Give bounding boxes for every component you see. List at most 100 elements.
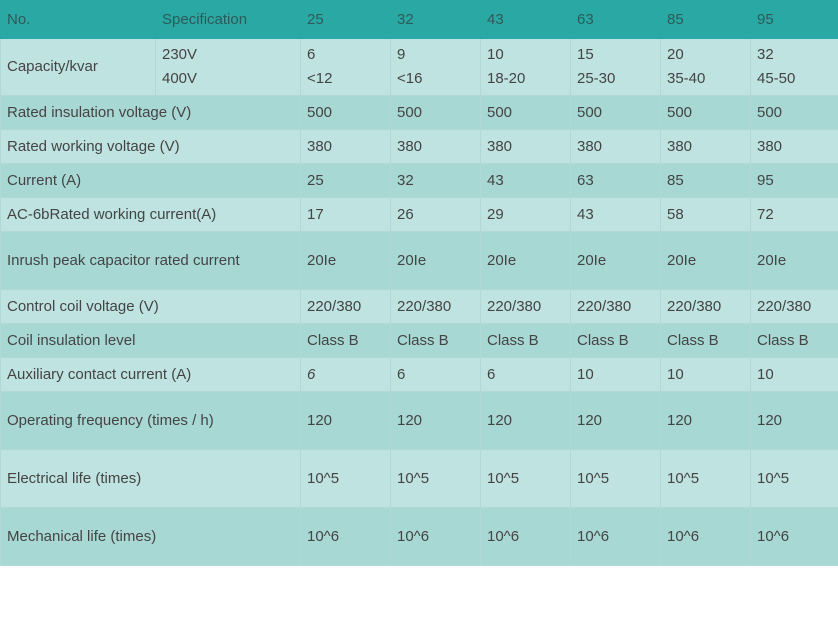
cell-inrush_peak-val-2: 20Ie (481, 232, 571, 290)
cell-capacity-val-5-line-1: 45-50 (757, 67, 834, 91)
cell-operating_frequency-val-5: 120 (751, 392, 838, 450)
cell-capacity-spec: 230V400V (156, 39, 301, 96)
cell-capacity-spec-line-1: 400V (162, 67, 294, 91)
cell-electrical_life-val-0: 10^5 (301, 450, 391, 508)
cell-electrical_life-val-1: 10^5 (391, 450, 481, 508)
cell-auxiliary_contact_current-val-0: 6 (301, 358, 391, 392)
row-auxiliary_contact_current: Auxiliary contact current (A)666101010 (1, 358, 838, 392)
cell-auxiliary_contact_current-val-3: 10 (571, 358, 661, 392)
cell-control_coil_voltage-val-4: 220/380 (661, 290, 751, 324)
cell-ac6b_rated_working_current-val-5: 72 (751, 198, 838, 232)
cell-capacity-val-5: 3245-50 (751, 39, 838, 96)
cell-operating_frequency-val-0: 120 (301, 392, 391, 450)
cell-operating_frequency-val-1: 120 (391, 392, 481, 450)
cell-control_coil_voltage-val-1: 220/380 (391, 290, 481, 324)
cell-electrical_life-val-2: 10^5 (481, 450, 571, 508)
cell-ac6b_rated_working_current-val-2: 29 (481, 198, 571, 232)
row-rated_working_voltage: Rated working voltage (V)380380380380380… (1, 130, 838, 164)
cell-rated_working_voltage-val-2: 380 (481, 130, 571, 164)
cell-capacity-spec-line-0: 230V (162, 43, 294, 67)
cell-control_coil_voltage-val-2: 220/380 (481, 290, 571, 324)
cell-capacity-val-4: 2035-40 (661, 39, 751, 96)
cell-electrical_life-label: Electrical life (times) (1, 450, 301, 508)
cell-auxiliary_contact_current-val-1: 6 (391, 358, 481, 392)
cell-rated_insulation_voltage-val-4: 500 (661, 96, 751, 130)
header-spec: Specification (156, 1, 301, 39)
cell-control_coil_voltage-val-0: 220/380 (301, 290, 391, 324)
cell-ac6b_rated_working_current-val-3: 43 (571, 198, 661, 232)
table-body: Capacity/kvar230V400V6<129<161018-201525… (1, 39, 838, 566)
cell-coil_insulation_level-val-5: Class B (751, 324, 838, 358)
cell-coil_insulation_level-label: Coil insulation level (1, 324, 301, 358)
cell-auxiliary_contact_current-label: Auxiliary contact current (A) (1, 358, 301, 392)
cell-capacity-val-0-line-1: <12 (307, 67, 384, 91)
header-row: No.Specification253243638595 (1, 1, 838, 39)
cell-control_coil_voltage-label: Control coil voltage (V) (1, 290, 301, 324)
cell-capacity-val-0: 6<12 (301, 39, 391, 96)
cell-capacity-val-3: 1525-30 (571, 39, 661, 96)
cell-capacity-val-2-line-0: 10 (487, 43, 564, 67)
cell-capacity-val-4-line-1: 35-40 (667, 67, 744, 91)
cell-current-val-0: 25 (301, 164, 391, 198)
cell-current-label: Current (A) (1, 164, 301, 198)
cell-coil_insulation_level-val-1: Class B (391, 324, 481, 358)
cell-auxiliary_contact_current-val-4: 10 (661, 358, 751, 392)
cell-mechanical_life-label: Mechanical life (times) (1, 508, 301, 566)
header-val-4: 85 (661, 1, 751, 39)
cell-rated_working_voltage-val-5: 380 (751, 130, 838, 164)
cell-capacity-val-4-line-0: 20 (667, 43, 744, 67)
cell-current-val-2: 43 (481, 164, 571, 198)
header-val-2: 43 (481, 1, 571, 39)
row-inrush_peak: Inrush peak capacitor rated current20Ie2… (1, 232, 838, 290)
cell-mechanical_life-val-4: 10^6 (661, 508, 751, 566)
cell-electrical_life-val-5: 10^5 (751, 450, 838, 508)
cell-electrical_life-val-3: 10^5 (571, 450, 661, 508)
cell-mechanical_life-val-5: 10^6 (751, 508, 838, 566)
row-rated_insulation_voltage: Rated insulation voltage (V)500500500500… (1, 96, 838, 130)
cell-capacity-val-3-line-0: 15 (577, 43, 654, 67)
cell-inrush_peak-val-0: 20Ie (301, 232, 391, 290)
cell-capacity-val-5-line-0: 32 (757, 43, 834, 67)
spec-table: No.Specification253243638595 Capacity/kv… (0, 0, 838, 566)
cell-rated_working_voltage-val-3: 380 (571, 130, 661, 164)
cell-rated_insulation_voltage-val-0: 500 (301, 96, 391, 130)
cell-operating_frequency-val-3: 120 (571, 392, 661, 450)
cell-capacity-val-1-line-0: 9 (397, 43, 474, 67)
cell-coil_insulation_level-val-2: Class B (481, 324, 571, 358)
cell-control_coil_voltage-val-5: 220/380 (751, 290, 838, 324)
cell-rated_insulation_voltage-val-5: 500 (751, 96, 838, 130)
header-val-1: 32 (391, 1, 481, 39)
row-capacity: Capacity/kvar230V400V6<129<161018-201525… (1, 39, 838, 96)
cell-capacity-val-2-line-1: 18-20 (487, 67, 564, 91)
cell-current-val-5: 95 (751, 164, 838, 198)
header-val-0: 25 (301, 1, 391, 39)
cell-inrush_peak-val-3: 20Ie (571, 232, 661, 290)
cell-inrush_peak-label: Inrush peak capacitor rated current (1, 232, 301, 290)
cell-mechanical_life-val-1: 10^6 (391, 508, 481, 566)
cell-current-val-4: 85 (661, 164, 751, 198)
cell-operating_frequency-val-4: 120 (661, 392, 751, 450)
cell-coil_insulation_level-val-3: Class B (571, 324, 661, 358)
cell-rated_working_voltage-label: Rated working voltage (V) (1, 130, 301, 164)
cell-ac6b_rated_working_current-val-4: 58 (661, 198, 751, 232)
cell-rated_insulation_voltage-label: Rated insulation voltage (V) (1, 96, 301, 130)
cell-auxiliary_contact_current-val-2: 6 (481, 358, 571, 392)
cell-ac6b_rated_working_current-val-1: 26 (391, 198, 481, 232)
row-coil_insulation_level: Coil insulation levelClass BClass BClass… (1, 324, 838, 358)
cell-rated_insulation_voltage-val-3: 500 (571, 96, 661, 130)
cell-rated_insulation_voltage-val-2: 500 (481, 96, 571, 130)
cell-capacity-val-1-line-1: <16 (397, 67, 474, 91)
header-no: No. (1, 1, 156, 39)
cell-capacity-val-3-line-1: 25-30 (577, 67, 654, 91)
row-control_coil_voltage: Control coil voltage (V)220/380220/38022… (1, 290, 838, 324)
cell-operating_frequency-label: Operating frequency (times / h) (1, 392, 301, 450)
cell-capacity-val-1: 9<16 (391, 39, 481, 96)
cell-inrush_peak-val-4: 20Ie (661, 232, 751, 290)
cell-operating_frequency-val-2: 120 (481, 392, 571, 450)
header-val-5: 95 (751, 1, 838, 39)
cell-ac6b_rated_working_current-label: AC-6bRated working current(A) (1, 198, 301, 232)
cell-auxiliary_contact_current-val-5: 10 (751, 358, 838, 392)
cell-rated_working_voltage-val-4: 380 (661, 130, 751, 164)
cell-inrush_peak-val-5: 20Ie (751, 232, 838, 290)
cell-current-val-3: 63 (571, 164, 661, 198)
